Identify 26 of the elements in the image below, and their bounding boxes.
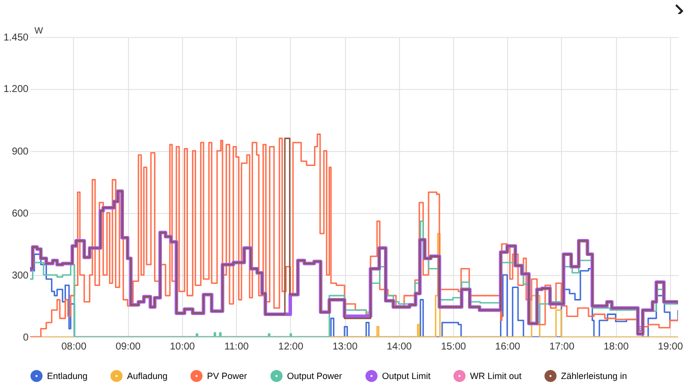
y-tick-label: 1.450 [3, 32, 29, 44]
y-tick-label: 1.200 [3, 84, 29, 96]
x-tick-label: 10:00 [170, 342, 196, 352]
y-tick-label: 900 [12, 146, 29, 158]
x-tick-label: 18:00 [604, 342, 630, 352]
x-tick-label: 16:00 [495, 342, 521, 352]
legend-label: Output Power [287, 370, 342, 381]
legend-label: Zählerleistung in [561, 370, 628, 381]
legend-label: PV Power [207, 370, 248, 381]
x-tick-label: 14:00 [386, 342, 412, 352]
y-axis-title: W [34, 26, 44, 36]
legend-label: Entladung [47, 370, 88, 381]
legend-label: Aufladung [127, 370, 168, 381]
x-tick-label: 11:00 [224, 342, 250, 352]
legend-label: WR Limit out [470, 370, 522, 381]
x-tick-label: 17:00 [549, 342, 575, 352]
x-tick-label: 09:00 [116, 342, 142, 352]
x-tick-label: 13:00 [332, 342, 358, 352]
x-tick-label: 19:00 [658, 342, 684, 352]
x-tick-label: 08:00 [61, 342, 87, 352]
x-tick-label: 15:00 [440, 342, 466, 352]
y-tick-label: 0 [22, 332, 29, 344]
y-tick-label: 300 [12, 270, 29, 282]
legend-label: Output Limit [382, 370, 432, 381]
x-tick-label: 12:00 [278, 342, 304, 352]
y-tick-label: 600 [12, 208, 29, 220]
